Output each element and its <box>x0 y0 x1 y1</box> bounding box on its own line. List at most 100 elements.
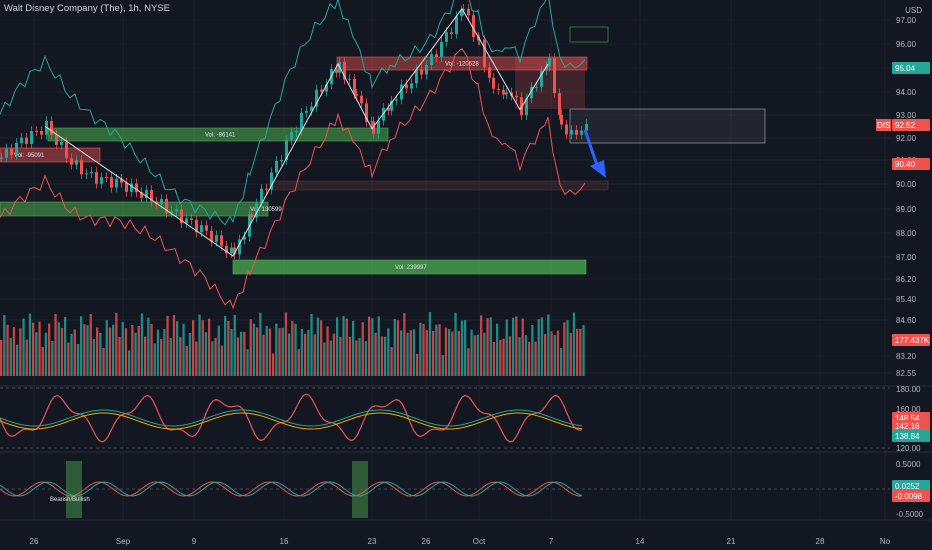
price-tag-lower: 90.40 <box>895 160 916 169</box>
volume-bar <box>502 338 505 376</box>
highlight-zone <box>352 461 368 518</box>
candle <box>275 160 278 173</box>
volume-bar <box>294 323 297 376</box>
volume-bar <box>246 349 249 376</box>
time-tick: 16 <box>280 537 289 546</box>
arrow-head <box>590 160 606 178</box>
volume-bar <box>489 317 492 376</box>
zone-box <box>569 26 609 43</box>
volume-bar <box>451 331 454 376</box>
candle <box>60 142 63 145</box>
candle <box>285 139 288 160</box>
price-tag-lower-bg <box>892 158 930 170</box>
candle <box>115 178 118 188</box>
volume-bar <box>371 318 374 376</box>
candle <box>55 134 58 145</box>
volume-bar <box>476 334 480 376</box>
osc1-tag-2: 142.16 <box>895 422 920 431</box>
volume-bar <box>464 320 467 376</box>
zone-label: Vol: 239997 <box>395 265 427 271</box>
upper-band <box>0 0 586 226</box>
volume-bar <box>140 313 144 376</box>
volume-bar <box>368 316 371 376</box>
candle <box>50 121 53 135</box>
volume-bar <box>550 331 553 376</box>
volume-bar <box>499 339 502 376</box>
volume-bar <box>108 327 112 376</box>
volume-bar <box>460 320 464 376</box>
volume-bar <box>534 341 537 376</box>
volume-bar <box>470 329 473 376</box>
volume-bar <box>214 337 217 376</box>
volume-bar <box>198 314 201 376</box>
volume-bar <box>182 323 185 376</box>
volume-bar <box>243 331 246 376</box>
candle <box>492 77 495 89</box>
osc1-tick: 120.00 <box>896 444 921 453</box>
volume-bar <box>432 330 435 376</box>
candle <box>110 177 113 188</box>
volume-bar <box>179 337 182 376</box>
candle <box>477 37 480 41</box>
volume-bar <box>307 329 310 376</box>
zones: Vol: -86141 Vol: -95091 Vol: 130599 Vol: 23… <box>0 26 766 275</box>
volume-bar <box>86 325 89 376</box>
candle <box>440 41 443 58</box>
candle <box>545 66 548 71</box>
price-tag-current-bg <box>892 119 930 131</box>
volume-bar <box>582 325 585 376</box>
candle <box>455 16 458 34</box>
candle <box>125 182 128 192</box>
volume-bar <box>281 327 284 376</box>
volume-bar <box>38 321 41 376</box>
candle <box>185 218 188 224</box>
time-tick: 9 <box>192 537 197 546</box>
price-tick: 97.00 <box>896 16 917 25</box>
currency-label[interactable]: USD <box>905 6 922 15</box>
volume-bar <box>553 335 556 376</box>
volume-bar <box>531 324 534 376</box>
ticker-bg <box>876 119 891 131</box>
volume-bar <box>352 320 355 376</box>
candle <box>238 239 241 255</box>
volume-bar <box>380 336 384 376</box>
candle <box>195 220 198 233</box>
volume-bar <box>304 333 307 376</box>
volume-bar <box>188 332 192 376</box>
volume-bar <box>83 324 86 376</box>
candle <box>140 192 143 198</box>
volume-bar <box>454 312 457 376</box>
volume-bar <box>105 320 108 376</box>
volume-bar <box>121 321 124 376</box>
volume-bar <box>288 333 291 376</box>
volume-bar <box>124 328 128 376</box>
volume-bar <box>486 318 489 376</box>
candle <box>190 218 193 221</box>
time-tick: 28 <box>816 537 825 546</box>
volume-bar <box>115 312 118 376</box>
time-tick: 23 <box>368 537 377 546</box>
candle <box>15 142 18 155</box>
signal-line <box>0 481 583 497</box>
volume-bar <box>569 332 572 376</box>
candle <box>430 54 433 65</box>
volume-bar <box>70 333 73 376</box>
volume-bar <box>483 332 486 376</box>
volume-bar <box>316 317 320 376</box>
candle <box>210 230 213 242</box>
osc1-tag-2-bg <box>892 420 930 432</box>
candle <box>175 209 178 212</box>
candle <box>535 86 538 88</box>
volume-bar <box>515 316 518 376</box>
axes: 97.0096.0095.0094.0093.0092.0091.0090.00… <box>30 16 924 546</box>
volume-bar <box>217 325 220 376</box>
volume-bar <box>540 317 544 376</box>
volume-bar <box>329 340 332 376</box>
candle <box>410 83 413 89</box>
volume-bar <box>3 315 6 376</box>
volume-bar <box>249 319 252 376</box>
candle <box>483 39 486 68</box>
osc1-tag-3: 138.84 <box>895 432 920 441</box>
candle <box>233 247 236 255</box>
